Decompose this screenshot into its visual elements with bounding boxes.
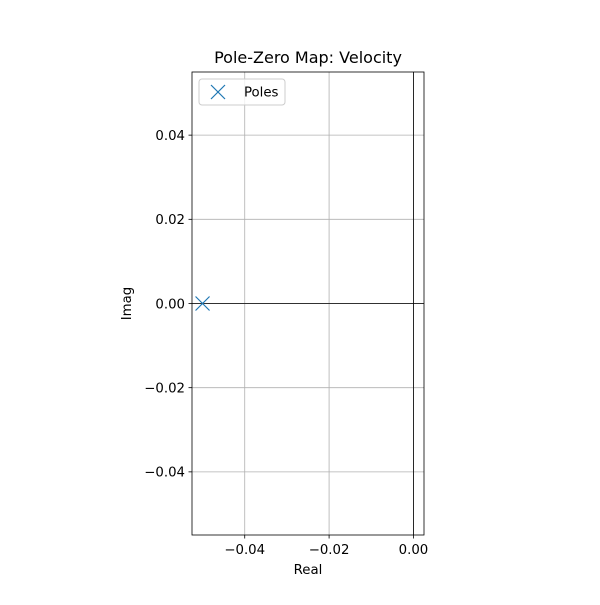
pole-marker: [195, 296, 210, 311]
legend-label-poles: Poles: [244, 86, 279, 101]
y-axis-label: Imag: [120, 287, 135, 320]
x-axis-label: Real: [294, 563, 323, 578]
reference-lines: [192, 72, 424, 535]
y-tick-label: 0.00: [155, 297, 185, 312]
chart-title: Pole-Zero Map: Velocity: [214, 48, 402, 67]
legend-box: [198, 78, 286, 106]
y-tick-label: −0.02: [144, 381, 185, 396]
legend: Poles: [198, 78, 286, 106]
y-tick-label: −0.04: [144, 466, 185, 481]
legend-marker-stroke: [210, 84, 226, 100]
legend-marker-poles: [210, 84, 226, 100]
x-tick-label: −0.02: [309, 543, 350, 558]
y-tick-label: 0.04: [155, 129, 185, 144]
data-series: [195, 296, 210, 311]
y-tick-label: 0.02: [155, 213, 185, 228]
pole-marker-stroke: [195, 296, 210, 311]
x-tick-label: 0.00: [399, 543, 429, 558]
axis-ticks: −0.04 −0.02 0.00 −0.04 −0.02 0.00 0.02 0.04: [144, 129, 428, 558]
x-tick-label: −0.04: [224, 543, 265, 558]
